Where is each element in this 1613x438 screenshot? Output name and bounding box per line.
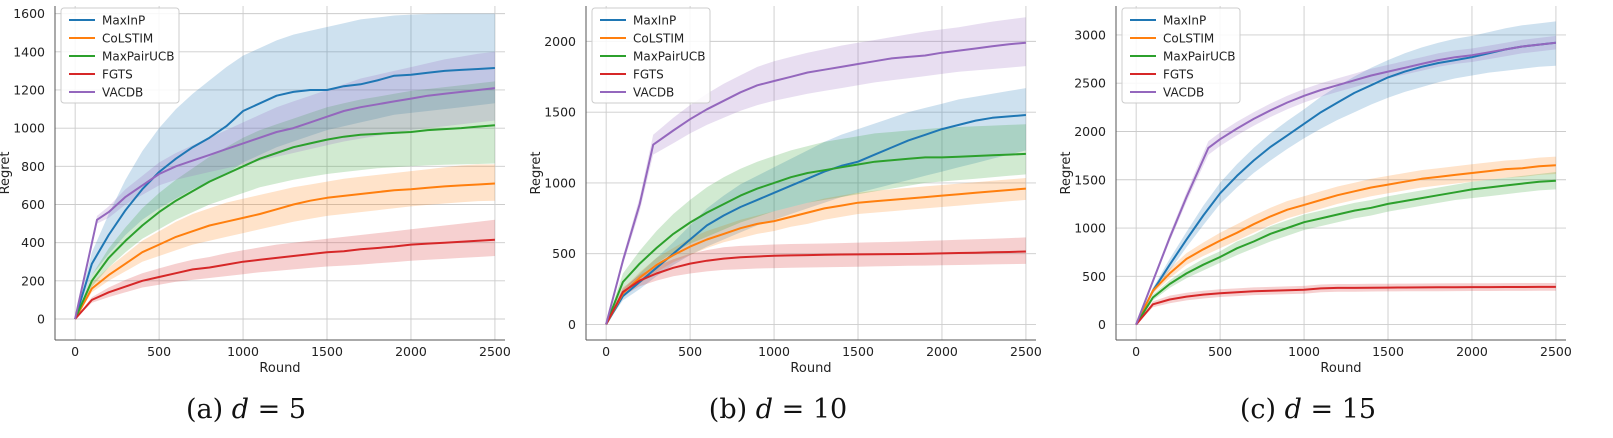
x-tick-label: 0 [602, 344, 610, 359]
confidence-band-maxpairucb [75, 81, 495, 320]
x-tick-label: 1000 [227, 344, 259, 359]
confidence-band-maxpairucb [606, 124, 1026, 325]
legend-box [1121, 7, 1241, 104]
y-tick-label: 0 [37, 312, 45, 327]
y-tick-label: 500 [552, 246, 576, 261]
x-tick-label: 500 [1208, 344, 1232, 359]
series-line-fgts [74, 238, 495, 320]
x-tick-label: 0 [71, 344, 79, 359]
legend: MaxInP CoLSTIM MaxPairUCB FGTS VACDB [60, 7, 180, 104]
series-line-maxpairucb [1135, 179, 1556, 326]
series-line-fgts [605, 250, 1026, 325]
legend-label-maxinp: MaxInP [1163, 14, 1206, 28]
legend-label-maxinp: MaxInP [633, 14, 676, 28]
legend-box [591, 7, 711, 104]
series-line-vacdb [1135, 41, 1557, 325]
y-tick-label: 1200 [13, 82, 45, 97]
subplot-caption: (b) d = 10 [709, 394, 847, 425]
y-tick-label: 0 [568, 317, 576, 332]
subplot-1: 0 200 400 600 800 1000 1200 1400 1600 0 500 1000 150… [0, 6, 511, 425]
x-tick-label: 2000 [926, 344, 958, 359]
legend-label-vacdb: VACDB [1163, 86, 1204, 100]
series-line-vacdb [74, 87, 496, 320]
legend-label-fgts: FGTS [1163, 68, 1194, 82]
series-line-vacdb [605, 41, 1026, 325]
x-tick-label: 2000 [1456, 344, 1488, 359]
x-axis-label: Round [1320, 361, 1361, 376]
subplot-3: 0 500 1000 1500 2000 2500 3000 0 500 1000 1500 2000… [1059, 6, 1572, 425]
legend-box [60, 7, 180, 104]
confidence-band-maxinp [75, 13, 495, 319]
y-axis-label: Regret [529, 152, 544, 195]
legend-label-vacdb: VACDB [102, 86, 143, 100]
confidence-band-maxpairucb [1136, 172, 1556, 325]
subplot-caption: (a) d = 5 [186, 394, 306, 425]
confidence-band-fgts [606, 237, 1026, 325]
x-tick-label: 500 [678, 344, 702, 359]
legend-label-colstim: CoLSTIM [633, 32, 684, 46]
x-tick-label: 0 [1132, 344, 1140, 359]
legend-label-colstim: CoLSTIM [102, 32, 153, 46]
x-tick-label: 1000 [1288, 344, 1320, 359]
y-tick-label: 2000 [544, 34, 576, 49]
y-tick-label: 500 [1082, 269, 1106, 284]
y-axis-label: Regret [1059, 152, 1074, 195]
y-tick-label: 1400 [13, 44, 45, 59]
x-tick-label: 1500 [311, 344, 343, 359]
legend-label-fgts: FGTS [102, 68, 133, 82]
confidence-band-vacdb [75, 51, 495, 320]
y-tick-label: 400 [21, 235, 45, 250]
x-tick-label: 1500 [1372, 344, 1404, 359]
series-line-colstim [605, 187, 1026, 325]
series-line-maxinp [605, 114, 1026, 325]
y-tick-label: 2000 [1074, 124, 1106, 139]
x-tick-label: 500 [147, 344, 171, 359]
y-tick-label: 200 [21, 273, 45, 288]
x-tick-label: 2500 [1540, 344, 1572, 359]
y-tick-label: 1600 [13, 6, 45, 21]
y-tick-label: 2500 [1074, 76, 1106, 91]
subplot-caption: (c) d = 15 [1240, 394, 1376, 425]
legend-label-maxpairucb: MaxPairUCB [102, 50, 175, 64]
legend-label-maxinp: MaxInP [102, 14, 145, 28]
x-axis-label: Round [259, 361, 300, 376]
legend: MaxInP CoLSTIM MaxPairUCB FGTS VACDB [591, 7, 711, 104]
series-line-maxpairucb [605, 152, 1026, 325]
y-tick-label: 800 [21, 159, 45, 174]
series-line-maxpairucb [74, 124, 495, 320]
x-tick-label: 1500 [842, 344, 874, 359]
x-tick-label: 2000 [395, 344, 427, 359]
series-line-maxinp [1135, 41, 1557, 326]
legend: MaxInP CoLSTIM MaxPairUCB FGTS VACDB [1121, 7, 1241, 104]
confidence-band-fgts [75, 219, 495, 319]
y-tick-label: 1500 [1074, 172, 1106, 187]
y-tick-label: 0 [1098, 317, 1106, 332]
confidence-band-maxinp [606, 88, 1026, 325]
series-line-colstim [1135, 164, 1556, 326]
x-tick-label: 2500 [479, 344, 511, 359]
series-line-fgts [1135, 285, 1556, 326]
x-axis-label: Round [790, 361, 831, 376]
y-tick-label: 1500 [544, 105, 576, 120]
x-tick-label: 1000 [758, 344, 790, 359]
confidence-band-colstim [75, 164, 495, 319]
subplot-2: 0 500 1000 1500 2000 0 500 1000 1500 2000 2500 Roun… [529, 6, 1042, 425]
series-line-colstim [74, 182, 495, 320]
y-tick-label: 600 [21, 197, 45, 212]
legend-label-vacdb: VACDB [633, 86, 674, 100]
y-tick-label: 1000 [544, 175, 576, 190]
y-tick-label: 1000 [13, 121, 45, 136]
confidence-band-vacdb [606, 17, 1026, 325]
y-tick-label: 1000 [1074, 221, 1106, 236]
x-tick-label: 2500 [1010, 344, 1042, 359]
y-axis-label: Regret [0, 152, 13, 195]
series-line-maxinp [74, 67, 495, 320]
legend-label-maxpairucb: MaxPairUCB [633, 50, 706, 64]
legend-label-colstim: CoLSTIM [1163, 32, 1214, 46]
confidence-band-fgts [1136, 283, 1556, 325]
legend-label-fgts: FGTS [633, 68, 664, 82]
legend-label-maxpairucb: MaxPairUCB [1163, 50, 1236, 64]
y-tick-label: 3000 [1074, 27, 1106, 42]
